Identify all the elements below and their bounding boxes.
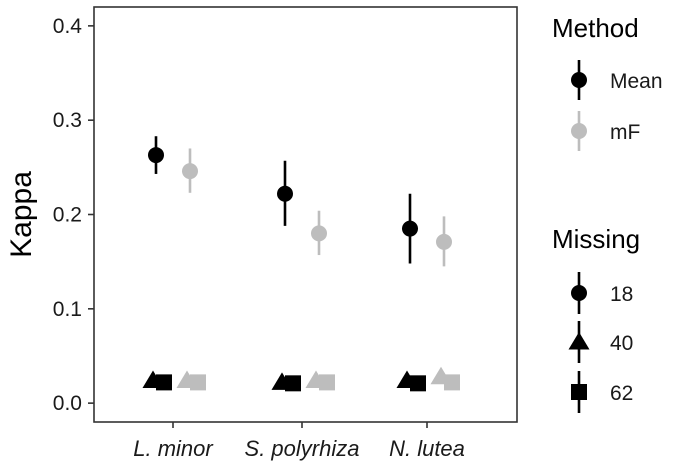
data-point-square: [444, 374, 460, 391]
legend-label: 40: [610, 332, 633, 355]
data-point-square: [285, 375, 301, 392]
legend-label: 18: [610, 283, 633, 306]
legend-key-circle: [571, 123, 587, 139]
x-tick-label: S. polyrhiza: [245, 436, 360, 461]
legend-key-circle: [571, 285, 587, 301]
data-point-circle: [182, 163, 198, 180]
plot-panel-border: [93, 6, 518, 423]
legend-missing-title: Missing: [552, 224, 640, 254]
data-point-circle: [311, 225, 327, 242]
legend-label: Mean: [610, 70, 663, 93]
data-point-circle: [436, 233, 452, 250]
legend-label: 62: [610, 382, 633, 405]
y-tick-label: 0.0: [53, 392, 82, 415]
y-tick-label: 0.1: [53, 298, 82, 321]
data-point-square: [319, 374, 335, 391]
legend-layer: Method Missing Mean mF 18 40 62: [552, 13, 663, 413]
y-tick-label: 0.2: [53, 204, 82, 227]
legend-key-triangle: [568, 332, 590, 350]
axes-layer: Kappa 0.0 0.1 0.2 0.3 0.4 L. minor S. polyrhiz…: [5, 6, 518, 461]
data-point-square: [190, 374, 206, 391]
legend-key-circle: [571, 72, 587, 88]
legend-label: mF: [610, 121, 640, 144]
legend-key-square: [571, 384, 587, 400]
data-point-circle: [277, 185, 293, 202]
legend-method-title: Method: [552, 13, 639, 43]
plot-layer: [142, 136, 460, 392]
y-tick-label: 0.3: [53, 109, 82, 132]
x-tick-label: N. lutea: [389, 436, 465, 461]
data-point-square: [156, 374, 172, 391]
data-point-square: [410, 375, 426, 392]
y-axis-label: Kappa: [5, 171, 38, 258]
x-tick-label: L. minor: [133, 436, 214, 461]
data-point-circle: [148, 147, 164, 164]
data-point-circle: [402, 220, 418, 237]
y-tick-label: 0.4: [53, 15, 83, 38]
